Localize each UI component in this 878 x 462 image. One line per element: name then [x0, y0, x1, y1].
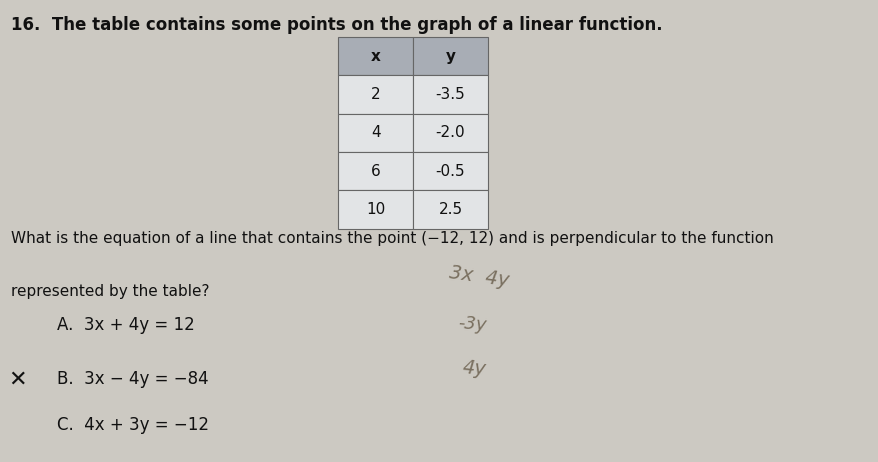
FancyBboxPatch shape: [338, 190, 413, 229]
FancyBboxPatch shape: [413, 190, 487, 229]
Text: 6: 6: [371, 164, 380, 179]
Text: -3.5: -3.5: [435, 87, 464, 102]
Text: A.  3x + 4y = 12: A. 3x + 4y = 12: [57, 316, 195, 334]
Text: 4: 4: [371, 125, 380, 140]
FancyBboxPatch shape: [413, 114, 487, 152]
Text: x: x: [371, 49, 380, 64]
Text: -2.0: -2.0: [435, 125, 464, 140]
Text: ✕: ✕: [8, 370, 27, 389]
Text: 3x  4y: 3x 4y: [448, 263, 510, 291]
Text: What is the equation of a line that contains the point (−12, 12) and is perpendi: What is the equation of a line that cont…: [11, 231, 773, 246]
Text: 16.  The table contains some points on the graph of a linear function.: 16. The table contains some points on th…: [11, 16, 661, 34]
Text: y: y: [445, 49, 455, 64]
Text: 2: 2: [371, 87, 380, 102]
FancyBboxPatch shape: [338, 114, 413, 152]
FancyBboxPatch shape: [413, 152, 487, 190]
Text: 10: 10: [366, 202, 385, 217]
Text: represented by the table?: represented by the table?: [11, 284, 209, 299]
FancyBboxPatch shape: [413, 75, 487, 114]
FancyBboxPatch shape: [413, 37, 487, 75]
FancyBboxPatch shape: [338, 37, 413, 75]
FancyBboxPatch shape: [338, 152, 413, 190]
Text: C.  4x + 3y = −12: C. 4x + 3y = −12: [57, 416, 209, 434]
FancyBboxPatch shape: [338, 75, 413, 114]
Text: B.  3x − 4y = −84: B. 3x − 4y = −84: [57, 370, 208, 388]
Text: -3y: -3y: [457, 314, 486, 334]
Text: 4y: 4y: [461, 358, 486, 379]
Text: 2.5: 2.5: [438, 202, 462, 217]
Text: -0.5: -0.5: [435, 164, 464, 179]
